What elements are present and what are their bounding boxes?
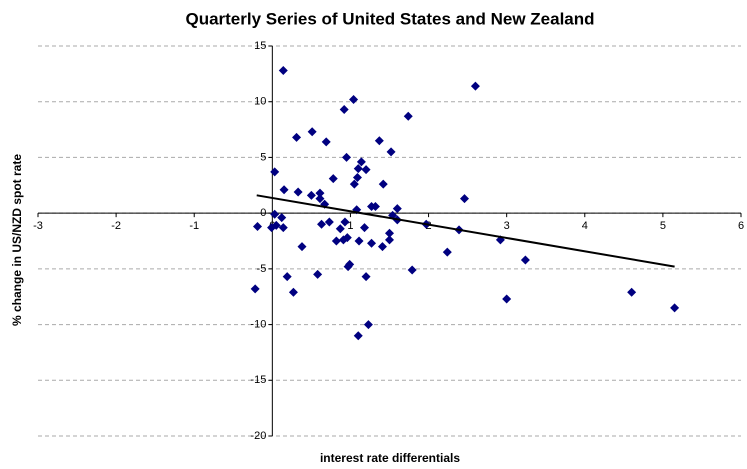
y-axis-title: % change in US/NZD spot rate [10,154,24,326]
point [459,194,469,204]
point [349,179,359,189]
point [297,242,307,252]
point [250,284,260,294]
point [343,262,353,272]
point [377,242,387,252]
point [520,255,530,265]
point [328,174,338,184]
point [293,187,303,197]
x-tick-label: 3 [504,220,510,232]
point [270,167,280,177]
point [335,224,345,234]
point [324,217,334,227]
y-tick-label: 5 [260,151,266,163]
point [270,209,280,219]
point [315,188,325,198]
x-tick-label: -2 [111,220,121,232]
x-tick-label: -3 [33,220,43,232]
point [340,217,350,227]
x-tick-label: -1 [189,220,199,232]
point [470,81,480,91]
point [252,222,262,232]
point [627,287,637,297]
point [279,185,289,195]
point [321,137,331,147]
point [385,228,394,238]
y-tick-label: 15 [254,40,266,52]
point [378,179,388,189]
point [278,223,288,233]
x-axis-title: interest rate differentials [320,451,460,465]
x-tick-label: 5 [660,220,666,232]
point [342,233,352,243]
y-tick-label: -10 [250,318,266,330]
point [356,157,366,167]
point [386,147,396,157]
point [349,94,359,104]
point [313,269,323,279]
point [407,265,417,275]
y-tick-label: -5 [257,263,267,275]
point [282,272,292,282]
point [267,223,277,233]
x-tick-label: 4 [582,220,588,232]
point [353,331,363,341]
point [288,287,298,297]
point [502,294,512,304]
x-tick-label: 1 [347,220,353,232]
point [385,235,394,245]
x-tick-label: 6 [738,220,744,232]
point [342,152,352,162]
point [363,320,373,330]
point [670,303,680,313]
point [277,213,287,223]
point [370,201,380,211]
point [317,219,327,229]
point [339,105,349,115]
point [331,236,341,246]
point [353,164,363,174]
point [361,272,371,282]
point [360,223,370,233]
point [374,136,384,146]
point [307,127,317,137]
y-tick-label: -15 [250,374,266,386]
point [442,247,452,257]
point [354,236,364,246]
point [361,165,371,175]
point [292,132,302,142]
chart-title: Quarterly Series of United States and Ne… [185,9,594,28]
point [367,238,377,248]
point [392,204,402,214]
point [352,172,362,182]
trend-line [256,194,675,268]
point [278,66,288,76]
y-tick-label: -20 [250,430,266,442]
point [306,190,316,200]
point [315,194,325,204]
point [403,111,413,121]
y-tick-label: 10 [254,96,266,108]
